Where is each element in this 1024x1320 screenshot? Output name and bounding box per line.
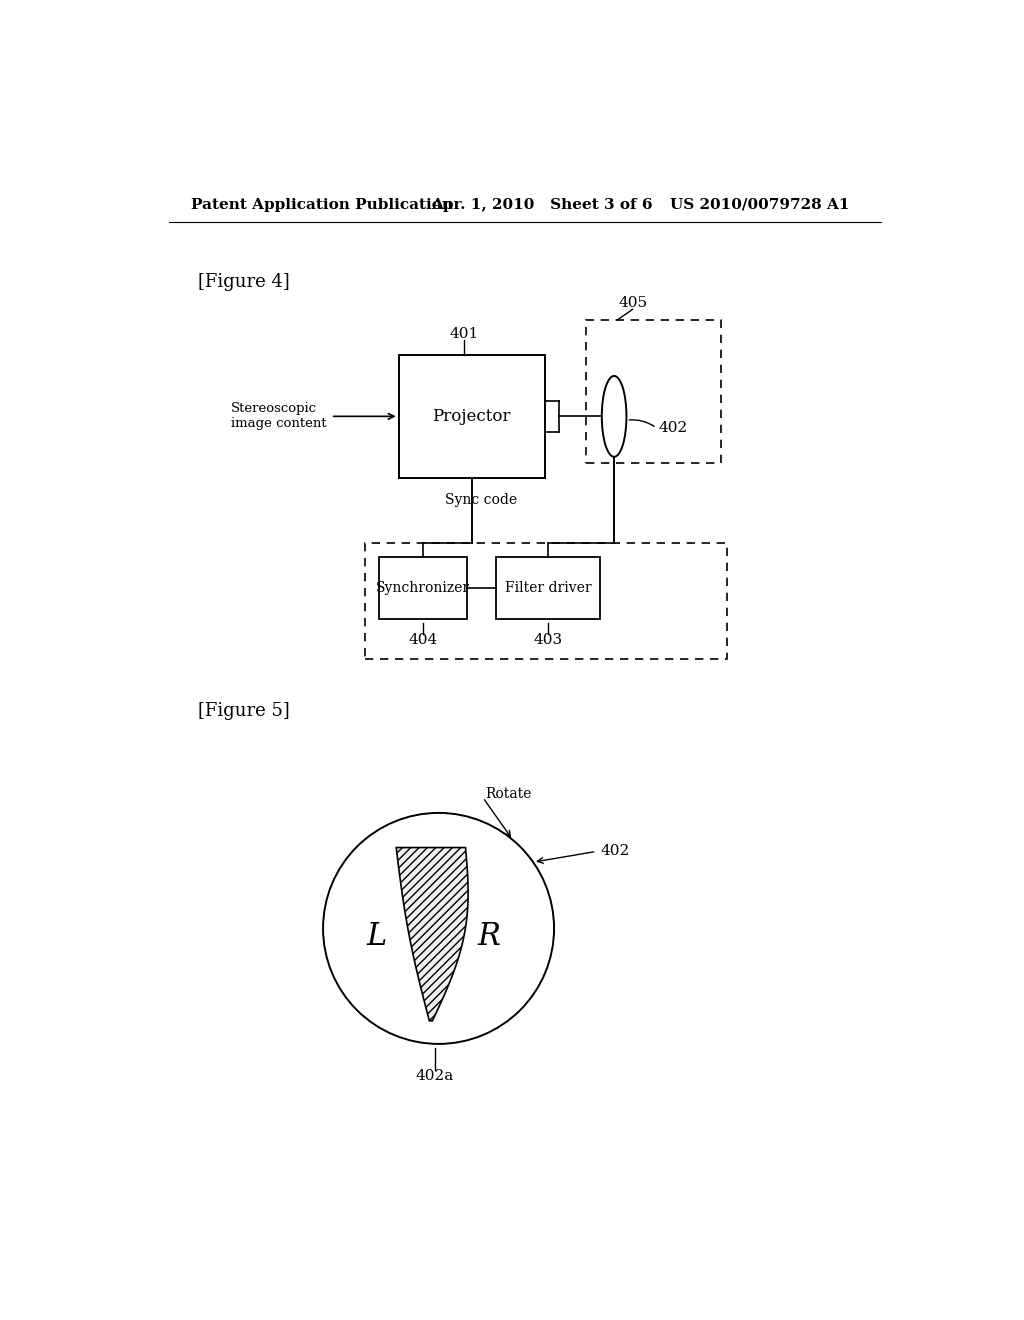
Text: Synchronizer: Synchronizer (376, 581, 470, 595)
Bar (497, 557, 600, 619)
Text: Rotate: Rotate (485, 787, 531, 801)
Text: [Figure 5]: [Figure 5] (199, 702, 290, 721)
Text: 402a: 402a (416, 1069, 454, 1084)
Text: Sync code: Sync code (444, 492, 517, 507)
Text: 404: 404 (409, 634, 437, 647)
Text: 401: 401 (450, 327, 478, 341)
Text: Projector: Projector (432, 408, 511, 425)
Text: Filter driver: Filter driver (505, 581, 592, 595)
Polygon shape (396, 847, 468, 1020)
Bar (366, 544, 727, 659)
Text: 402: 402 (600, 845, 630, 858)
Text: Patent Application Publication: Patent Application Publication (190, 198, 453, 211)
Bar (379, 557, 467, 619)
Text: Stereoscopic
image content: Stereoscopic image content (231, 403, 327, 430)
Text: L: L (367, 920, 387, 952)
Text: 405: 405 (618, 296, 647, 310)
Bar (398, 355, 545, 478)
Text: US 2010/0079728 A1: US 2010/0079728 A1 (670, 198, 849, 211)
Bar (587, 321, 721, 462)
Text: R: R (477, 920, 500, 952)
Text: 402: 402 (658, 421, 687, 434)
Ellipse shape (602, 376, 627, 457)
Text: Apr. 1, 2010   Sheet 3 of 6: Apr. 1, 2010 Sheet 3 of 6 (431, 198, 652, 211)
Text: [Figure 4]: [Figure 4] (199, 273, 290, 290)
Circle shape (323, 813, 554, 1044)
Text: 403: 403 (534, 634, 563, 647)
